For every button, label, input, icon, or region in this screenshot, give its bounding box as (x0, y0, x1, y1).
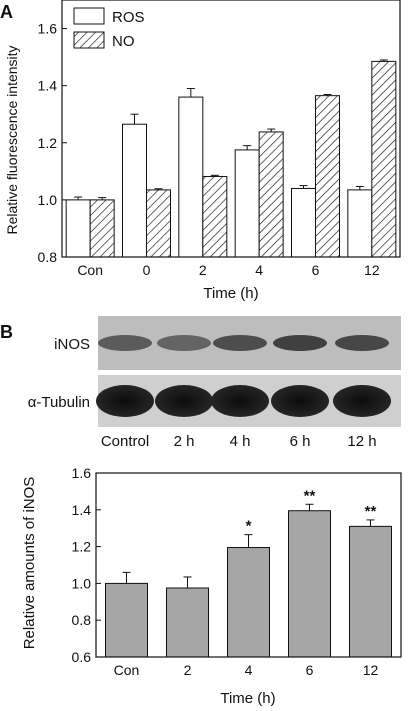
significance-marker: ** (365, 503, 377, 520)
blot-lane-label: 12 h (347, 433, 376, 450)
no-bar (202, 175, 228, 258)
chart-b-frame (95, 472, 402, 658)
chart-a: Relative fluorescence intensity Time (h)… (4, 0, 401, 302)
legend-label-no: NO (112, 33, 135, 50)
iNOS-bar (288, 510, 331, 658)
y-tick-label: 0.6 (72, 649, 92, 665)
x-tick-label: 6 (312, 262, 320, 278)
western-blot: iNOS α-Tubulin Control 2 h 4 h 6 h 12 h (28, 316, 401, 450)
tubulin-band (96, 385, 154, 417)
x-tick-label: 12 (363, 662, 379, 678)
iNOS-bar (105, 582, 148, 658)
inos-band (213, 335, 267, 351)
no-bar (89, 199, 115, 258)
iNOS-bar (227, 547, 270, 658)
no-bar (315, 95, 340, 258)
y-tick-label: 1.2 (72, 539, 92, 555)
ros-bar (234, 149, 260, 258)
no-bar (371, 60, 397, 258)
inos-band (98, 335, 152, 351)
panel-b-letter: B (0, 322, 13, 342)
chart-a-ylabel: Relative fluorescence intensity (4, 45, 20, 234)
blot-lane-label: 4 h (230, 433, 251, 450)
y-tick-label: 1.6 (38, 21, 58, 37)
chart-a-xlabel: Time (h) (203, 285, 258, 302)
y-tick-label: 1.4 (72, 502, 92, 518)
blot-row-inos: iNOS (54, 336, 90, 353)
chart-b: Relative amounts of iNOS Time (h) 0.6 0.8… (21, 465, 402, 707)
x-tick-label: 2 (184, 662, 192, 678)
y-tick-label: 0.8 (72, 612, 92, 628)
y-tick-label: 1.0 (38, 192, 58, 208)
chart-b-ylabel: Relative amounts of iNOS (21, 477, 38, 650)
y-tick-label: 1.0 (72, 575, 92, 591)
x-tick-label: Con (77, 262, 103, 278)
y-tick-label: 1.2 (38, 135, 58, 151)
ros-bar (178, 96, 204, 258)
legend-swatch-no (73, 31, 105, 49)
y-tick-label: 1.4 (38, 78, 58, 94)
inos-band (335, 335, 389, 351)
ros-bar (347, 189, 373, 258)
legend-swatch-ros (73, 7, 105, 25)
ros-bar (291, 187, 316, 258)
chart-b-xlabel: Time (h) (220, 690, 275, 707)
tubulin-band (211, 385, 269, 417)
chart-a-legend: ROS NO (73, 7, 145, 50)
tubulin-band (155, 385, 213, 417)
no-bar (146, 189, 171, 258)
iNOS-bar (349, 525, 392, 658)
y-tick-label: 0.8 (38, 249, 58, 265)
blot-lane-label: 2 h (174, 433, 195, 450)
blot-lane-label: 6 h (290, 433, 311, 450)
chart-a-frame (61, 0, 401, 258)
x-tick-label: 12 (364, 262, 380, 278)
significance-marker: * (246, 518, 252, 535)
blot-lane-label: Control (101, 433, 149, 450)
x-tick-label: 6 (306, 662, 314, 678)
y-tick-label: 1.6 (72, 465, 92, 481)
inos-band (273, 335, 327, 351)
x-tick-label: 0 (143, 262, 151, 278)
ros-bar (122, 123, 147, 258)
legend-label-ros: ROS (112, 9, 145, 26)
no-bar (258, 131, 284, 258)
significance-marker: ** (304, 487, 316, 504)
iNOS-bar (166, 587, 209, 658)
x-tick-label: 2 (199, 262, 207, 278)
panel-a-letter: A (0, 2, 13, 22)
ros-bar (65, 199, 91, 258)
x-tick-label: 4 (255, 262, 263, 278)
tubulin-band (271, 385, 329, 417)
x-tick-label: Con (114, 662, 140, 678)
x-tick-label: 4 (245, 662, 253, 678)
blot-row-tubulin: α-Tubulin (28, 394, 90, 411)
tubulin-band (333, 385, 391, 417)
inos-band (157, 335, 211, 351)
